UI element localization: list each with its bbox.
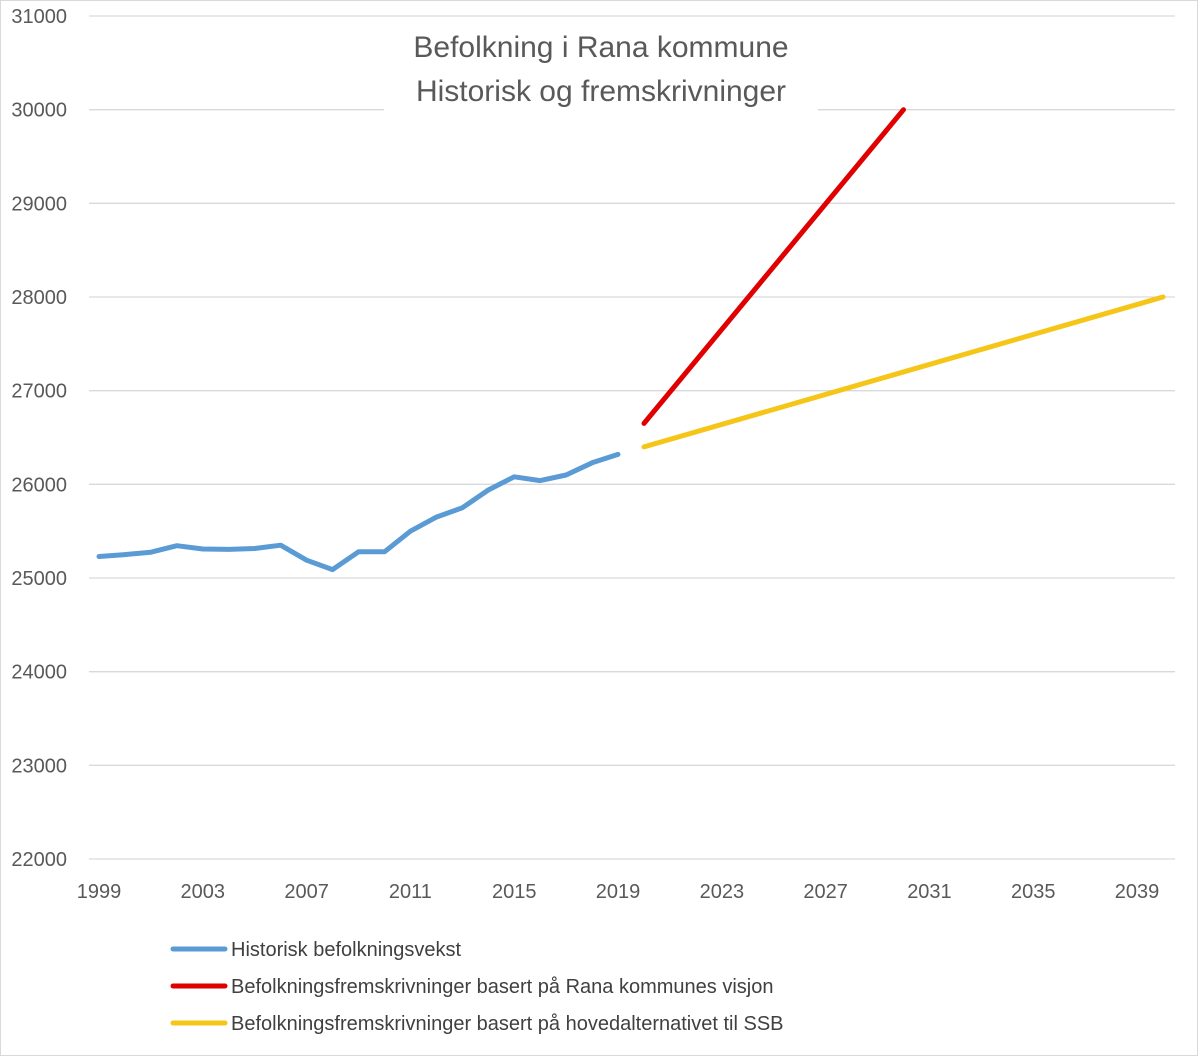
y-tick-label: 29000 [11,193,67,215]
series-line-3 [641,294,1166,450]
x-tick-label: 1999 [77,881,122,903]
y-tick-label: 23000 [11,755,67,777]
legend-label: Historisk befolkningsvekst [231,939,462,961]
x-tick-label: 2023 [700,881,745,903]
x-tick-label: 2007 [284,881,329,903]
legend: Historisk befolkningsvekst Befolkningsfre… [170,939,784,1035]
chart-title-background [384,23,818,115]
x-tick-label: 2011 [389,881,432,903]
x-tick-label: 2035 [1011,881,1056,903]
y-tick-label: 30000 [11,100,67,122]
x-tick-label: 2003 [181,881,226,903]
y-tick-label: 27000 [11,381,67,403]
x-tick-label: 2019 [596,881,641,903]
chart-title: Befolkning i Rana kommune Historisk og f… [384,23,818,115]
y-tick-label: 31000 [11,6,67,28]
y-tick-label: 24000 [11,662,67,684]
series-line-2 [641,107,906,426]
y-tick-label: 25000 [11,568,67,590]
series-lines [96,107,1166,573]
x-tick-label: 2027 [803,881,848,903]
chart-title-line-1: Befolkning i Rana kommune [413,31,788,64]
x-tick-label: 2039 [1115,881,1160,903]
y-tick-label: 22000 [11,849,67,871]
gridlines [89,15,1175,860]
legend-label: Befolkningsfremskrivninger basert på hov… [231,1013,784,1035]
legend-label: Befolkningsfremskrivninger basert på Ran… [231,976,773,998]
series-line-1 [96,451,621,573]
y-axis-ticks: 22000 23000 24000 25000 26000 27000 28000 29000… [11,6,67,871]
y-tick-label: 26000 [11,474,67,496]
x-tick-label: 2031 [907,881,952,903]
chart-title-line-2: Historisk og fremskrivninger [416,75,786,108]
x-tick-label: 2015 [492,881,537,903]
x-axis-ticks: 1999 2003 2007 2011 2015 2019 2023 2027 2031 2035… [77,881,1160,903]
y-tick-label: 28000 [11,287,67,309]
